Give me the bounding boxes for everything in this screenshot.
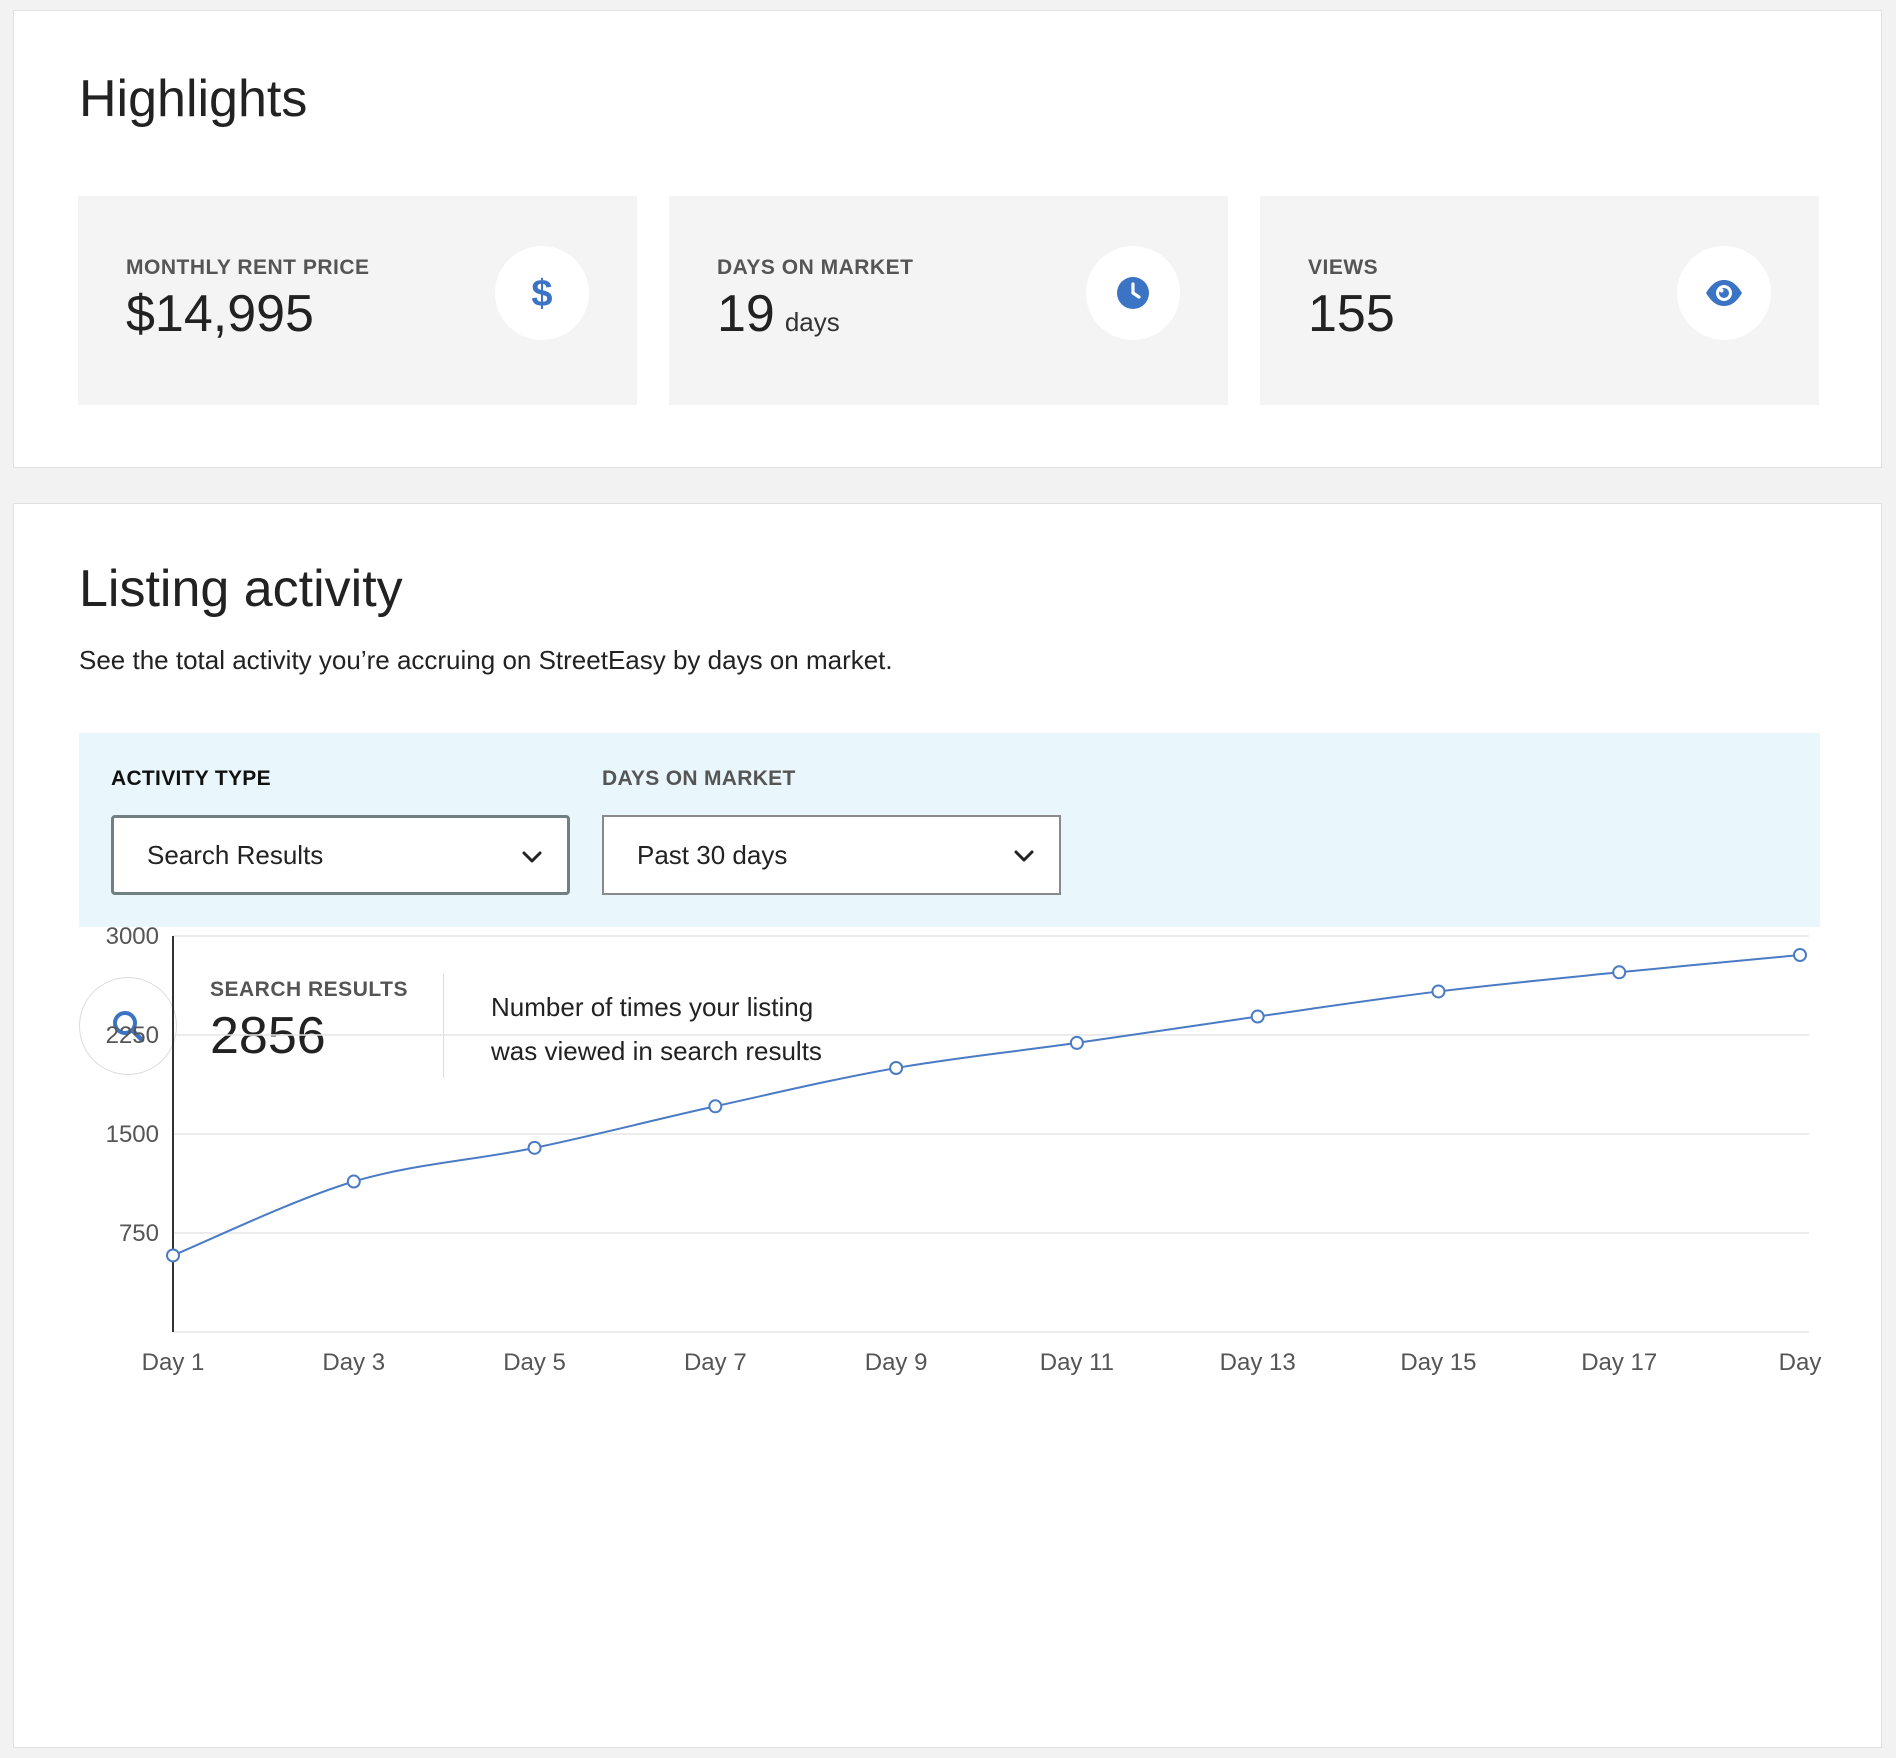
chart-x-tick-label: Day 17 [1581, 1349, 1657, 1376]
search-results-description: Number of times your listing was viewed … [491, 985, 891, 1073]
chart-x-ticks: Day 1 Day 3 Day 5 Day 7 Day 9 Day 11 Day 13 Day… [142, 1349, 1822, 1376]
stat-value-number: 155 [1308, 285, 1395, 343]
chart-x-tick-label: Day [1779, 1349, 1822, 1376]
days-on-market-select[interactable]: Past 30 days [602, 815, 1061, 895]
chart-x-tick-label: Day 7 [684, 1349, 747, 1376]
description-line: Number of times your listing [491, 992, 814, 1022]
days-on-market-value: Past 30 days [637, 839, 788, 870]
chart-series-line [172, 954, 1801, 1257]
stat-monthly-rent: MONTHLY RENT PRICE $14,995 $ [78, 196, 637, 405]
search-results-value: 2856 [210, 1007, 326, 1065]
chart-points [166, 948, 1807, 1263]
chart-data-point [708, 1099, 723, 1114]
chart-y-ticks: 3000 2250 1500 750 [106, 923, 159, 1247]
chart-data-point [166, 1248, 180, 1263]
days-on-market-label: DAYS ON MARKET [602, 767, 796, 790]
eye-icon [1677, 246, 1771, 340]
listing-activity-card: Listing activity See the total activity … [13, 503, 1882, 1748]
chart-y-tick-label: 1500 [106, 1121, 159, 1148]
chart-y-tick-label: 3000 [106, 923, 159, 950]
chevron-down-icon [522, 851, 542, 863]
chart-x-tick-label: Day 3 [322, 1349, 385, 1376]
stat-value-number: $14,995 [126, 285, 314, 343]
chart-x-tick-label: Day 13 [1220, 1349, 1296, 1376]
stat-label: MONTHLY RENT PRICE [126, 256, 370, 279]
stat-days-on-market: DAYS ON MARKET 19 days [669, 196, 1228, 405]
filter-panel: ACTIVITY TYPE Search Results DAYS ON MAR… [79, 733, 1820, 927]
stat-label: DAYS ON MARKET [717, 256, 914, 279]
chart-x-tick-label: Day 15 [1400, 1349, 1476, 1376]
chart-data-point [527, 1140, 542, 1155]
stat-views: VIEWS 155 [1260, 196, 1819, 405]
stat-value: $14,995 [126, 284, 314, 344]
clock-icon [1086, 246, 1180, 340]
chart-x-tick-label: Day 9 [865, 1349, 928, 1376]
stat-value: 19 days [717, 284, 840, 344]
dollar-icon: $ [495, 246, 589, 340]
chart-data-point [1069, 1035, 1084, 1050]
chart-data-point [889, 1061, 904, 1075]
chevron-down-icon [1014, 850, 1034, 862]
listing-activity-title: Listing activity [79, 560, 403, 618]
stat-value: 155 [1308, 284, 1395, 344]
activity-type-value: Search Results [147, 839, 324, 870]
search-results-label: SEARCH RESULTS [210, 978, 408, 1001]
chart-gridlines [173, 935, 1809, 1333]
stat-unit: days [784, 307, 840, 337]
chart-x-tick-label: Day 5 [503, 1349, 566, 1376]
highlights-title: Highlights [79, 70, 308, 128]
chart-data-point [1793, 948, 1807, 963]
chart-data-point [1431, 984, 1446, 999]
chart-x-tick-label: Day 11 [1040, 1349, 1114, 1376]
chart-y-tick-label: 2250 [106, 1022, 159, 1049]
search-icon [79, 977, 177, 1075]
stat-value-number: 19 [717, 285, 775, 343]
listing-activity-subtitle: See the total activity you’re accruing o… [79, 645, 893, 675]
chart-y-tick-label: 750 [119, 1220, 159, 1247]
svg-text:$: $ [531, 273, 552, 313]
activity-type-select[interactable]: Search Results [111, 815, 570, 895]
chart-x-tick-label: Day 1 [142, 1349, 205, 1376]
chart-data-point [1612, 965, 1627, 980]
summary-divider [443, 974, 444, 1078]
highlights-card: Highlights MONTHLY RENT PRICE $14,995 $ … [13, 10, 1882, 468]
description-line: was viewed in search results [491, 1036, 822, 1066]
stat-label: VIEWS [1308, 256, 1379, 279]
chart-data-point [346, 1174, 361, 1189]
activity-type-label: ACTIVITY TYPE [111, 767, 271, 790]
chart-data-point [1250, 1009, 1265, 1024]
